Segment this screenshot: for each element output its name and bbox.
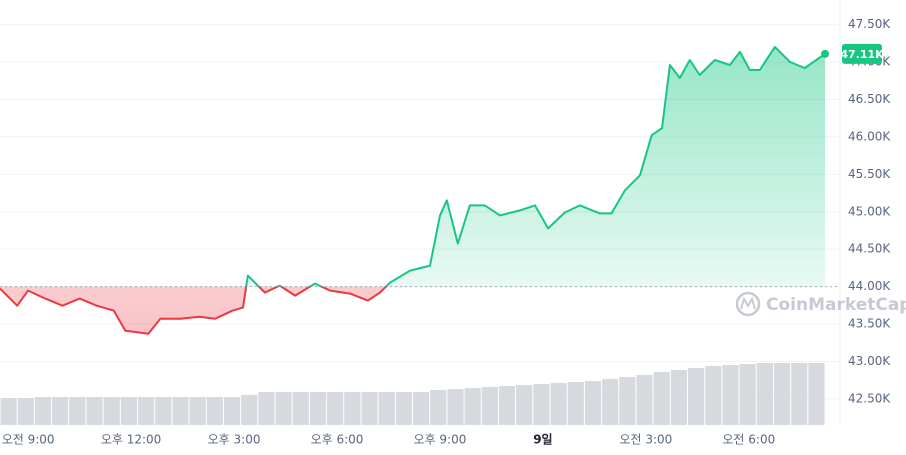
volume-bar xyxy=(670,370,687,425)
volume-bar xyxy=(756,363,773,425)
y-tick-label: 43.50K xyxy=(848,316,891,330)
price-badge-label: 47.11K xyxy=(840,48,884,61)
volume-bar xyxy=(653,372,670,425)
volume-bar xyxy=(447,389,464,425)
x-tick-label: 오전 9:00 xyxy=(2,433,55,447)
x-tick-label: 오후 6:00 xyxy=(311,433,364,447)
price-badge xyxy=(842,43,882,64)
y-tick-label: 43.00K xyxy=(848,354,891,368)
volume-bar xyxy=(241,395,258,425)
volume-bar xyxy=(275,392,292,425)
volume-bar xyxy=(344,392,361,425)
last-point xyxy=(821,49,829,58)
volume-bar xyxy=(498,386,516,425)
volume-bar xyxy=(413,392,430,425)
y-tick-label: 47.50K xyxy=(848,17,891,31)
volume-bar xyxy=(206,397,223,425)
volume-bar xyxy=(378,392,395,425)
volume-bar xyxy=(309,392,327,425)
volume-bar xyxy=(52,397,69,425)
watermark-text: CoinMarketCap xyxy=(766,295,906,315)
volume-bar xyxy=(223,397,241,425)
volume-bar xyxy=(103,397,120,425)
volume-bar xyxy=(120,397,137,425)
volume-bar xyxy=(69,397,86,425)
volume-bar xyxy=(327,392,344,425)
x-tick-label: 오후 12:00 xyxy=(101,433,161,447)
volume-bar xyxy=(155,397,172,425)
volume-bar xyxy=(688,368,705,425)
volume-bar xyxy=(189,397,206,425)
x-tick-label: 9일 xyxy=(533,433,552,447)
x-tick-label: 오전 3:00 xyxy=(619,433,672,447)
volume-bar xyxy=(481,387,498,425)
volume-bar xyxy=(602,379,619,425)
volume-bar xyxy=(172,397,189,425)
volume-bar xyxy=(636,375,653,425)
y-tick-label: 44.50K xyxy=(848,242,891,256)
area-above xyxy=(246,46,825,287)
y-tick-label: 45.00K xyxy=(848,204,891,218)
volume-bar xyxy=(705,366,722,425)
y-tick-label: 44.00K xyxy=(848,279,891,293)
x-tick-label: 오전 6:00 xyxy=(722,433,775,447)
y-tick-label: 42.50K xyxy=(848,391,891,405)
volume-bar xyxy=(584,381,602,425)
volume-bar xyxy=(550,383,567,425)
volume-bar xyxy=(430,390,447,425)
x-tick-label: 오후 9:00 xyxy=(414,433,467,447)
volume-bar xyxy=(464,388,481,425)
volume-bar xyxy=(34,397,52,425)
y-tick-label: 46.00K xyxy=(848,129,891,143)
volume-bar xyxy=(739,364,756,425)
y-tick-label: 45.50K xyxy=(848,167,891,181)
volume-bar xyxy=(138,397,155,425)
x-tick-label: 오후 3:00 xyxy=(208,433,261,447)
volume-bar xyxy=(395,392,412,425)
volume-bar xyxy=(619,377,636,425)
volume-bar xyxy=(17,398,34,425)
volume-bar xyxy=(773,363,791,425)
watermark: CoinMarketCap xyxy=(735,291,906,317)
volume-bar xyxy=(722,365,739,425)
price-line-above xyxy=(245,45,826,287)
volume-bar xyxy=(808,363,825,425)
volume-bar xyxy=(533,384,550,425)
volume-bar xyxy=(86,397,103,425)
volume-bar xyxy=(292,392,309,425)
y-tick-label: 46.50K xyxy=(848,92,891,106)
price-line-below xyxy=(0,286,388,335)
volume-bar xyxy=(791,363,808,425)
volume-bar xyxy=(567,382,584,425)
volume-bar xyxy=(361,392,378,425)
volume-bar xyxy=(0,398,17,425)
volume-bar xyxy=(258,392,275,425)
area-below xyxy=(0,286,825,334)
volume-bar xyxy=(516,385,533,425)
